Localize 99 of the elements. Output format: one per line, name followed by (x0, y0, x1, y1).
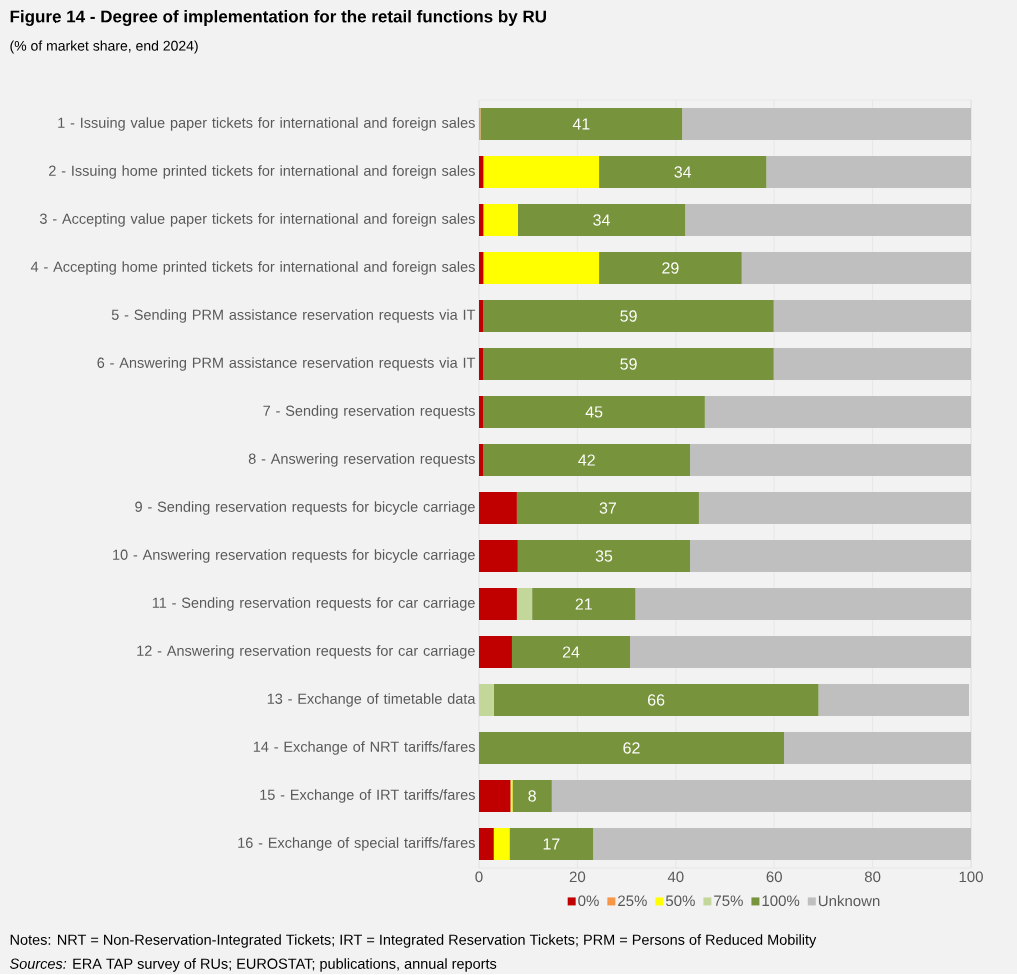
legend-label: 75% (714, 895, 743, 906)
bar (479, 155, 484, 188)
x-tick-label: 100 (959, 871, 983, 883)
bar (741, 251, 971, 284)
y-tick-label: 1 - Issuing value paper tickets for international and foreign sales (58, 117, 475, 131)
bar (483, 155, 600, 188)
legend-label: 50% (665, 895, 695, 907)
data-label: 37 (599, 502, 616, 514)
text: Sources: ERA TAP survey of RUs; EUROSTAT; publications, annual reports (9, 958, 497, 972)
bar (479, 443, 484, 476)
bar (479, 539, 518, 572)
data-label: 59 (620, 358, 637, 370)
bar (479, 827, 494, 860)
bar (479, 491, 517, 524)
bar (517, 539, 691, 572)
y-tick-label: 15 - Exchange of IRT tariffs/fares (260, 789, 475, 803)
bar (479, 395, 484, 428)
y-tick-label: 14 - Exchange of NRT tariffs/fares (253, 741, 475, 755)
bar (516, 587, 533, 620)
y-tick-label: 7 - Sending reservation requests (263, 405, 475, 419)
bar (784, 731, 971, 764)
data-label: 34 (593, 214, 610, 226)
data-label: 24 (562, 646, 580, 658)
y-tick-label: 10 - Answering reservation requests for bicycle carriage (113, 549, 475, 563)
bar (483, 395, 705, 428)
bar (517, 203, 686, 236)
bar (773, 299, 971, 332)
bar (682, 107, 971, 140)
bar (690, 539, 971, 572)
y-tick-label: 8 - Answering reservation requests (248, 453, 475, 467)
bar (479, 683, 494, 716)
bar (479, 251, 484, 284)
legend-label: 100% (762, 895, 800, 907)
x-tick-label: 20 (569, 871, 586, 883)
data-label: 17 (543, 838, 560, 850)
data-label: 45 (585, 406, 603, 418)
bar (516, 491, 699, 524)
bar (599, 155, 767, 188)
legend-label: 0% (578, 895, 599, 907)
data-label: 34 (674, 166, 692, 178)
bar (511, 635, 631, 668)
bar (704, 395, 971, 428)
data-label: 21 (575, 598, 592, 610)
text: (% of market share, end 2024) (10, 40, 198, 54)
bar (690, 443, 971, 476)
legend-label: 25% (618, 895, 647, 907)
y-tick-label: 4 - Accepting home printed tickets for international and foreign sales (30, 261, 475, 275)
y-tick-label: 9 - Sending reservation requests for bicycle carriage (135, 501, 475, 515)
bar (483, 299, 774, 332)
y-tick-label: 3 - Accepting value paper tickets for international and foreign sales (39, 213, 475, 227)
bar (480, 107, 683, 140)
data-label: 62 (623, 742, 640, 754)
data-label: 8 (528, 790, 536, 802)
x-tick-label: 80 (864, 871, 881, 883)
bar (483, 347, 774, 380)
data-label: 66 (648, 694, 665, 706)
bar (698, 491, 971, 524)
text: Notes: NRT = Non-Reservation-Integrated Tickets; IRT = Integrated Reservation Tickets; PRM = Persons of Reduced Mobility (10, 934, 817, 948)
bar (479, 731, 785, 764)
y-tick-label: 12 - Answering reservation requests for car carriage (137, 645, 475, 659)
y-tick-label: 16 - Exchange of special tariffs/fares (238, 837, 475, 851)
y-tick-label: 11 - Sending reservation requests for car carriage (152, 597, 475, 611)
bar (818, 683, 970, 716)
bar (493, 827, 510, 860)
bar (630, 635, 971, 668)
bar (479, 347, 484, 380)
x-tick-label: 0 (475, 871, 483, 883)
bar (483, 251, 600, 284)
y-tick-label: 5 - Sending PRM assistance reservation requests via IT (111, 309, 476, 323)
bar (512, 779, 552, 812)
bar (479, 779, 511, 812)
bar (483, 443, 691, 476)
text: Figure 14 - Degree of implementation for the retail functions by RU (10, 10, 546, 26)
bar (509, 827, 594, 860)
bar (479, 203, 484, 236)
bar (479, 299, 484, 332)
bar (685, 203, 971, 236)
bar (532, 587, 636, 620)
bar (483, 203, 518, 236)
data-label: 29 (662, 262, 679, 274)
bar (635, 587, 971, 620)
bar (493, 683, 819, 716)
bar (766, 155, 971, 188)
y-tick-label: 2 - Issuing home printed tickets for international and foreign sales (49, 165, 475, 179)
x-tick-label: 40 (667, 871, 684, 883)
y-tick-label: 13 - Exchange of timetable data (267, 693, 476, 707)
bar (479, 587, 517, 620)
data-label: 41 (572, 118, 590, 130)
x-tick-label: 60 (766, 871, 782, 883)
bar (773, 347, 971, 380)
bar (551, 779, 971, 812)
data-label: 59 (620, 310, 637, 322)
data-label: 42 (578, 454, 595, 466)
bar (599, 251, 742, 284)
legend-label: Unknown (818, 895, 880, 907)
data-label: 35 (595, 550, 613, 562)
y-tick-label: 6 - Answering PRM assistance reservation requests via IT (97, 357, 476, 371)
bar (479, 635, 512, 668)
bar (593, 827, 971, 860)
